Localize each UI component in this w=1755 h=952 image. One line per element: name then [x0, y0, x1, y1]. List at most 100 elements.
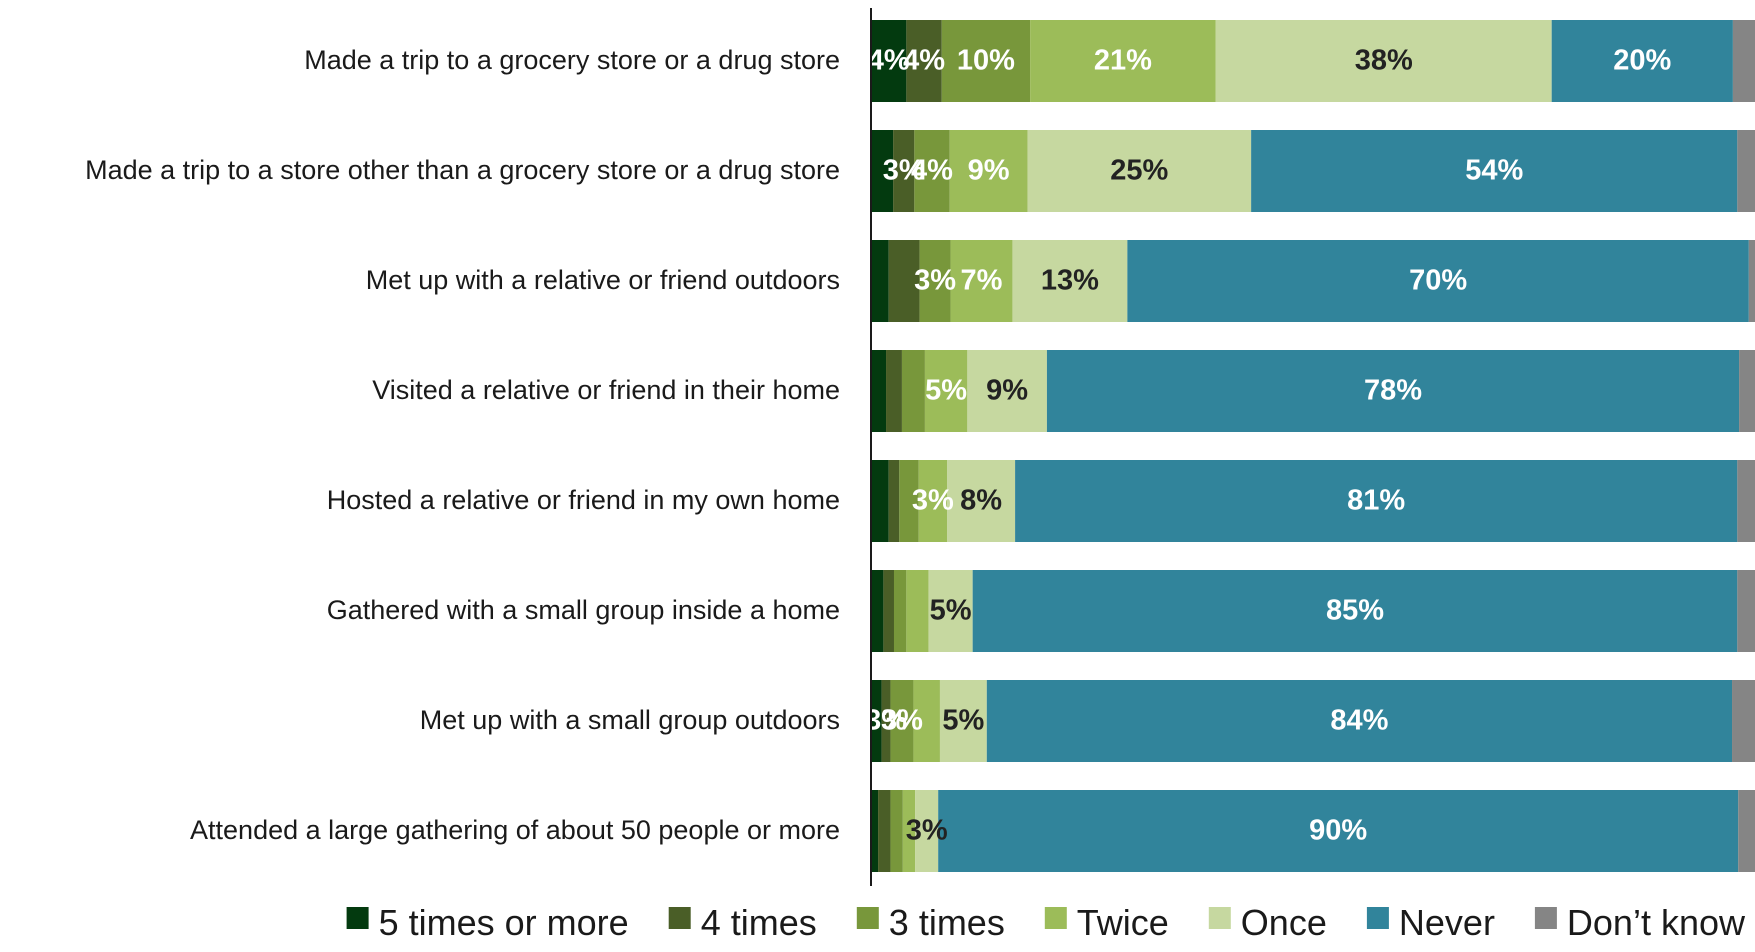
- legend-item: 5 times or more: [346, 902, 629, 943]
- bar-segment: [893, 570, 907, 652]
- bar-segment: [871, 460, 889, 542]
- category-label: Hosted a relative or friend in my own ho…: [327, 485, 840, 515]
- bar-segment: [888, 460, 900, 542]
- bar-segment: [949, 130, 1028, 212]
- data-label: 4%: [868, 45, 910, 77]
- data-label: 4%: [903, 45, 945, 77]
- data-label: 10%: [957, 45, 1015, 77]
- legend-item: 4 times: [668, 902, 817, 943]
- legend-label: Once: [1241, 902, 1327, 943]
- bar-segment: [871, 130, 894, 212]
- data-label: 21%: [1094, 45, 1152, 77]
- legend-label: Never: [1399, 902, 1495, 943]
- bar-segment: [1738, 790, 1755, 872]
- bar-segment: [941, 20, 1031, 102]
- bar-segment: [871, 570, 884, 652]
- legend-swatch: [668, 907, 691, 929]
- bar-segment: [919, 240, 951, 322]
- legend-swatch: [1366, 907, 1389, 929]
- bar-segment: [938, 790, 1739, 872]
- bar-segment: [928, 570, 973, 652]
- category-label: Made a trip to a grocery store or a drug…: [304, 45, 840, 75]
- data-label: 9%: [968, 155, 1010, 187]
- bar-segment: [1737, 460, 1755, 542]
- bar-segment: [950, 240, 1013, 322]
- bar-segment: [986, 680, 1733, 762]
- legend-swatch: [1208, 907, 1231, 929]
- data-label: 3%: [906, 815, 948, 847]
- bars-group: [871, 20, 1755, 872]
- bar-segment: [871, 240, 889, 322]
- bar-segment: [972, 570, 1738, 652]
- category-label: Met up with a relative or friend outdoor…: [366, 265, 840, 295]
- bar-segment: [893, 130, 915, 212]
- bar-segment: [906, 20, 942, 102]
- data-label: 81%: [1347, 485, 1405, 517]
- bar-segment: [881, 680, 891, 762]
- data-label: 5%: [925, 375, 967, 407]
- bar-segment: [1732, 20, 1755, 102]
- legend-label: 3 times: [889, 902, 1005, 943]
- bar-segment: [1737, 570, 1755, 652]
- legend-label: 5 times or more: [379, 902, 629, 943]
- legend-swatch: [1534, 907, 1557, 929]
- bar-segment: [1127, 240, 1749, 322]
- category-label: Made a trip to a store other than a groc…: [85, 155, 840, 185]
- legend-item: Twice: [1044, 902, 1169, 943]
- bar-segment: [1027, 130, 1252, 212]
- legend-item: Never: [1366, 902, 1495, 943]
- legend-item: Don’t know: [1534, 902, 1746, 943]
- data-label: 8%: [960, 485, 1002, 517]
- data-label: 70%: [1409, 265, 1467, 297]
- data-label: 9%: [986, 375, 1028, 407]
- bar-segment: [888, 240, 920, 322]
- bar-segment: [899, 460, 919, 542]
- bar-segment: [1251, 130, 1738, 212]
- bar-segment: [871, 350, 887, 432]
- legend-label: Don’t know: [1567, 902, 1746, 943]
- legend-swatch: [346, 907, 369, 929]
- bar-segment: [914, 130, 950, 212]
- category-labels-group: Made a trip to a grocery store or a drug…: [85, 45, 840, 845]
- category-label: Gathered with a small group inside a hom…: [327, 595, 840, 625]
- bar-segment: [871, 790, 879, 872]
- bar-segment: [871, 680, 882, 762]
- bar-segment: [890, 680, 914, 762]
- legend-swatch: [1044, 907, 1067, 929]
- category-label: Visited a relative or friend in their ho…: [372, 375, 840, 405]
- bar-segment: [883, 570, 894, 652]
- data-label: 5%: [930, 595, 972, 627]
- category-label: Attended a large gathering of about 50 p…: [190, 815, 840, 845]
- bar-segment: [924, 350, 968, 432]
- bar-segment: [915, 790, 939, 872]
- bar-segment: [1215, 20, 1552, 102]
- bar-segment: [906, 570, 929, 652]
- data-label: 7%: [961, 265, 1003, 297]
- data-label: 90%: [1309, 815, 1367, 847]
- bar-segment: [901, 350, 925, 432]
- data-label: 85%: [1326, 595, 1384, 627]
- bar-segment: [967, 350, 1047, 432]
- bar-segment: [1551, 20, 1733, 102]
- bar-segment: [1012, 240, 1128, 322]
- bar-segment: [1015, 460, 1738, 542]
- data-label: 38%: [1355, 45, 1413, 77]
- bar-segment: [1739, 350, 1755, 432]
- legend-swatch: [856, 907, 879, 929]
- bar-segment: [947, 460, 1016, 542]
- category-label: Met up with a small group outdoors: [420, 705, 840, 735]
- legend-item: Once: [1208, 902, 1327, 943]
- bar-segment: [902, 790, 916, 872]
- data-label: 78%: [1364, 375, 1422, 407]
- bar-segment: [939, 680, 987, 762]
- bar-segment: [1030, 20, 1216, 102]
- data-label: 3%: [914, 265, 956, 297]
- data-label: 54%: [1465, 155, 1523, 187]
- data-label: 5%: [942, 705, 984, 737]
- bar-segment: [1732, 680, 1755, 762]
- data-label: 3%: [883, 155, 925, 187]
- bar-segment: [913, 680, 940, 762]
- legend-label: Twice: [1077, 902, 1169, 943]
- data-label: 13%: [1041, 265, 1099, 297]
